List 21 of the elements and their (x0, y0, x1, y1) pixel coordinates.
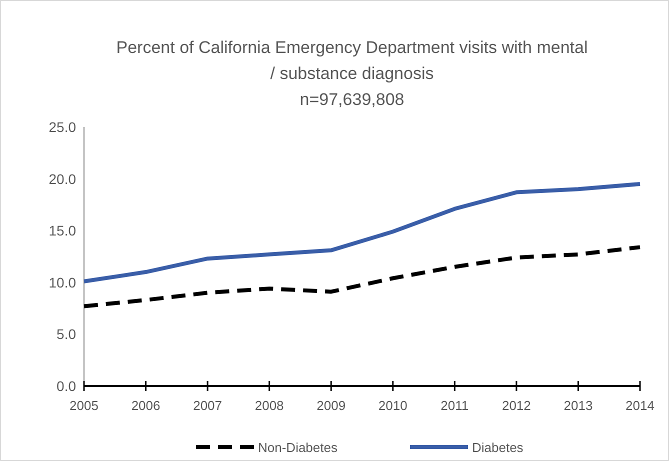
y-tick-label: 10.0 (48, 274, 76, 290)
x-tick-label: 2007 (193, 398, 222, 413)
y-tick-label: 5.0 (56, 326, 76, 342)
chart-title: Percent of California Emergency Department visits with mental / substance diagnosis n=97,639,808 (116, 38, 588, 109)
y-tick-label: 20.0 (48, 170, 76, 187)
x-tick-label: 2008 (254, 398, 284, 413)
y-tick-label: 0.0 (56, 378, 76, 394)
x-tick-label: 2011 (440, 398, 469, 413)
x-tick-label: 2005 (70, 398, 98, 413)
x-tick-label: 2006 (131, 398, 160, 413)
legend-label: Diabetes (472, 440, 524, 455)
x-tick-label: 2013 (564, 398, 593, 413)
x-tick-label: 2012 (502, 398, 531, 413)
legend-label: Non-Diabetes (258, 440, 338, 455)
line-series (82, 245, 642, 308)
y-tick-label: 15.0 (48, 222, 76, 239)
line-series (82, 182, 642, 284)
x-tick-label: 2010 (378, 398, 408, 413)
x-tick-label: 2014 (626, 398, 654, 413)
y-tick-label: 25.0 (48, 119, 76, 135)
x-tick-label: 2009 (316, 398, 346, 413)
